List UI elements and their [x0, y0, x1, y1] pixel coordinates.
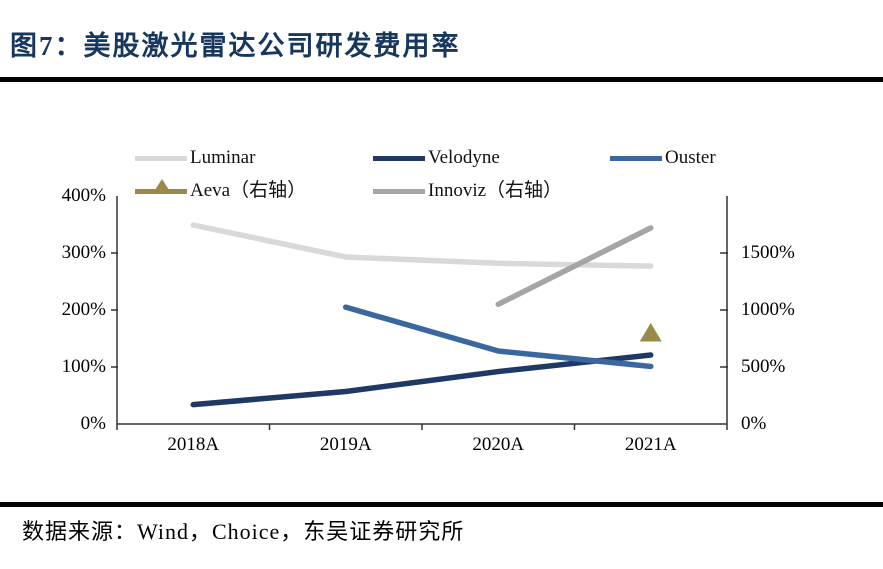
- right-axis-tick-label: 0%: [741, 413, 767, 434]
- aeva-line-swatch: [135, 178, 187, 194]
- chart-area: Luminar Velodyne Ouster Aeva（右轴） Innoviz…: [0, 90, 883, 490]
- ouster-line: [343, 304, 654, 370]
- right-axis-tick-label: 500%: [741, 356, 786, 377]
- legend-item-aeva: Aeva（右轴）: [135, 178, 307, 201]
- right-axis-tick-label: 1000%: [741, 299, 795, 320]
- left-axis-tick-label: 400%: [61, 185, 106, 206]
- legend-item-velodyne: Velodyne: [373, 148, 500, 168]
- innoviz-line: [495, 225, 654, 308]
- x-axis-tick-label: 2018A: [167, 434, 220, 455]
- x-axis-tick-label: 2019A: [319, 434, 372, 455]
- left-axis-tick-label: 100%: [61, 356, 106, 377]
- aeva-triangle-marker: [639, 322, 662, 342]
- innoviz-line-swatch: [373, 188, 425, 194]
- luminar-line-swatch: [135, 155, 187, 161]
- legend-label: Aeva（右轴）: [190, 180, 307, 201]
- ouster-line-swatch: [610, 155, 662, 161]
- legend-item-ouster: Ouster: [610, 148, 716, 168]
- legend-item-innoviz: Innoviz（右轴）: [373, 181, 562, 201]
- left-axis-tick-label: 200%: [61, 299, 106, 320]
- velodyne-line-swatch: [373, 155, 425, 161]
- legend-item-luminar: Luminar: [135, 148, 255, 168]
- x-axis-tick-label: 2021A: [624, 434, 677, 455]
- figure-title: 图7：美股激光雷达公司研发费用率: [10, 31, 461, 61]
- triangle-marker-icon: [153, 178, 171, 193]
- legend-label: Ouster: [665, 147, 716, 168]
- legend-label: Innoviz（右轴）: [428, 180, 563, 201]
- data-source: 数据来源：Wind，Choice，东吴证券研究所: [22, 519, 465, 544]
- chart-canvas: [111, 196, 728, 430]
- title-divider: [0, 77, 883, 82]
- source-divider: [0, 502, 883, 507]
- legend-label: Luminar: [190, 147, 256, 168]
- left-axis-tick-label: 300%: [61, 242, 106, 263]
- velodyne-line: [190, 352, 654, 408]
- x-axis-tick-label: 2020A: [472, 434, 525, 455]
- left-axis-tick-label: 0%: [80, 413, 106, 434]
- legend-label: Velodyne: [428, 147, 500, 168]
- right-axis-tick-label: 1500%: [741, 242, 795, 263]
